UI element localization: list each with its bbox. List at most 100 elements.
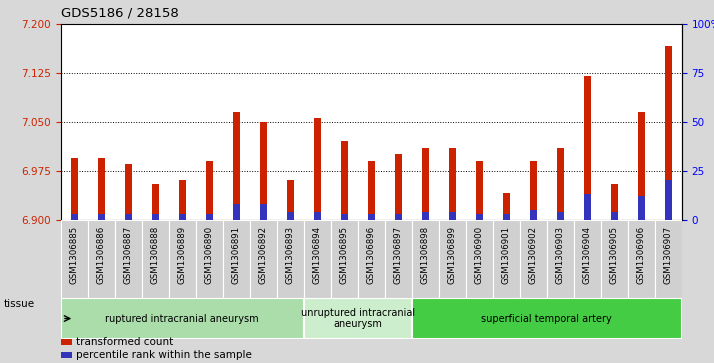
Bar — [88, 220, 115, 298]
Bar — [260, 122, 266, 220]
Bar — [574, 220, 601, 298]
Bar — [206, 161, 213, 220]
Bar — [628, 220, 655, 298]
Bar — [250, 220, 277, 298]
Text: GSM1306896: GSM1306896 — [367, 226, 376, 284]
Bar — [503, 193, 510, 220]
Bar — [287, 212, 293, 220]
Text: GSM1306886: GSM1306886 — [96, 226, 106, 284]
Bar — [178, 214, 186, 220]
Text: GSM1306894: GSM1306894 — [313, 226, 322, 284]
Bar — [385, 220, 412, 298]
Bar — [611, 184, 618, 220]
Bar — [476, 161, 483, 220]
Text: GSM1306906: GSM1306906 — [637, 226, 646, 284]
Text: GSM1306890: GSM1306890 — [205, 226, 213, 284]
Bar — [206, 214, 213, 220]
Bar — [638, 196, 645, 220]
Bar — [314, 118, 321, 220]
Bar — [547, 220, 574, 298]
Bar — [530, 161, 537, 220]
Bar — [196, 220, 223, 298]
Bar — [638, 112, 645, 220]
Bar — [422, 212, 428, 220]
Bar — [395, 214, 402, 220]
Bar — [530, 210, 537, 220]
Text: GSM1306902: GSM1306902 — [529, 226, 538, 284]
Bar — [493, 220, 520, 298]
Bar — [665, 180, 672, 220]
Bar — [314, 212, 321, 220]
Bar — [115, 220, 141, 298]
Bar — [125, 164, 131, 220]
Bar — [223, 220, 250, 298]
Bar — [233, 204, 240, 220]
Text: GSM1306903: GSM1306903 — [555, 226, 565, 284]
Bar — [395, 154, 402, 220]
Bar — [449, 212, 456, 220]
Text: ruptured intracranial aneurysm: ruptured intracranial aneurysm — [106, 314, 259, 323]
Text: percentile rank within the sample: percentile rank within the sample — [76, 350, 252, 360]
Text: GSM1306893: GSM1306893 — [286, 226, 295, 284]
Bar — [260, 204, 266, 220]
Bar — [61, 298, 303, 339]
Bar — [178, 180, 186, 220]
Bar — [449, 148, 456, 220]
Bar — [358, 220, 385, 298]
Bar — [584, 76, 590, 220]
Bar — [476, 214, 483, 220]
Text: GSM1306891: GSM1306891 — [232, 226, 241, 284]
Bar — [584, 194, 590, 220]
Text: GSM1306905: GSM1306905 — [610, 226, 619, 284]
Text: GSM1306897: GSM1306897 — [394, 226, 403, 284]
Text: GDS5186 / 28158: GDS5186 / 28158 — [61, 7, 178, 20]
Bar — [520, 220, 547, 298]
Bar — [601, 220, 628, 298]
Bar — [233, 112, 240, 220]
Bar — [98, 214, 104, 220]
Bar — [466, 220, 493, 298]
Text: GSM1306895: GSM1306895 — [340, 226, 348, 284]
Bar — [169, 220, 196, 298]
Text: GSM1306889: GSM1306889 — [178, 226, 187, 284]
Bar — [61, 220, 88, 298]
Text: GSM1306887: GSM1306887 — [124, 226, 133, 284]
Text: transformed count: transformed count — [76, 337, 174, 347]
Text: GSM1306888: GSM1306888 — [151, 226, 160, 284]
Text: superficial temporal artery: superficial temporal artery — [481, 314, 612, 323]
Bar — [71, 158, 78, 220]
Text: GSM1306907: GSM1306907 — [664, 226, 673, 284]
Text: GSM1306892: GSM1306892 — [258, 226, 268, 284]
Bar — [152, 184, 159, 220]
Bar — [503, 214, 510, 220]
Bar — [61, 352, 71, 358]
Bar — [303, 298, 412, 339]
Text: GSM1306900: GSM1306900 — [475, 226, 484, 284]
Text: GSM1306901: GSM1306901 — [502, 226, 511, 284]
Text: GSM1306898: GSM1306898 — [421, 226, 430, 284]
Bar — [303, 220, 331, 298]
Bar — [557, 148, 564, 220]
Bar — [412, 220, 439, 298]
Bar — [655, 220, 682, 298]
Text: GSM1306904: GSM1306904 — [583, 226, 592, 284]
Bar — [341, 214, 348, 220]
Bar — [141, 220, 169, 298]
Bar — [368, 161, 375, 220]
Bar — [439, 220, 466, 298]
Bar — [61, 339, 71, 345]
Bar — [331, 220, 358, 298]
Bar — [665, 46, 672, 220]
Bar — [277, 220, 303, 298]
Text: tissue: tissue — [4, 299, 35, 309]
Bar — [98, 158, 104, 220]
Text: GSM1306885: GSM1306885 — [70, 226, 79, 284]
Bar — [71, 214, 78, 220]
Bar — [611, 212, 618, 220]
Bar — [368, 214, 375, 220]
Bar — [125, 214, 131, 220]
Bar — [412, 298, 682, 339]
Text: GSM1306899: GSM1306899 — [448, 226, 457, 284]
Bar — [557, 212, 564, 220]
Bar — [287, 180, 293, 220]
